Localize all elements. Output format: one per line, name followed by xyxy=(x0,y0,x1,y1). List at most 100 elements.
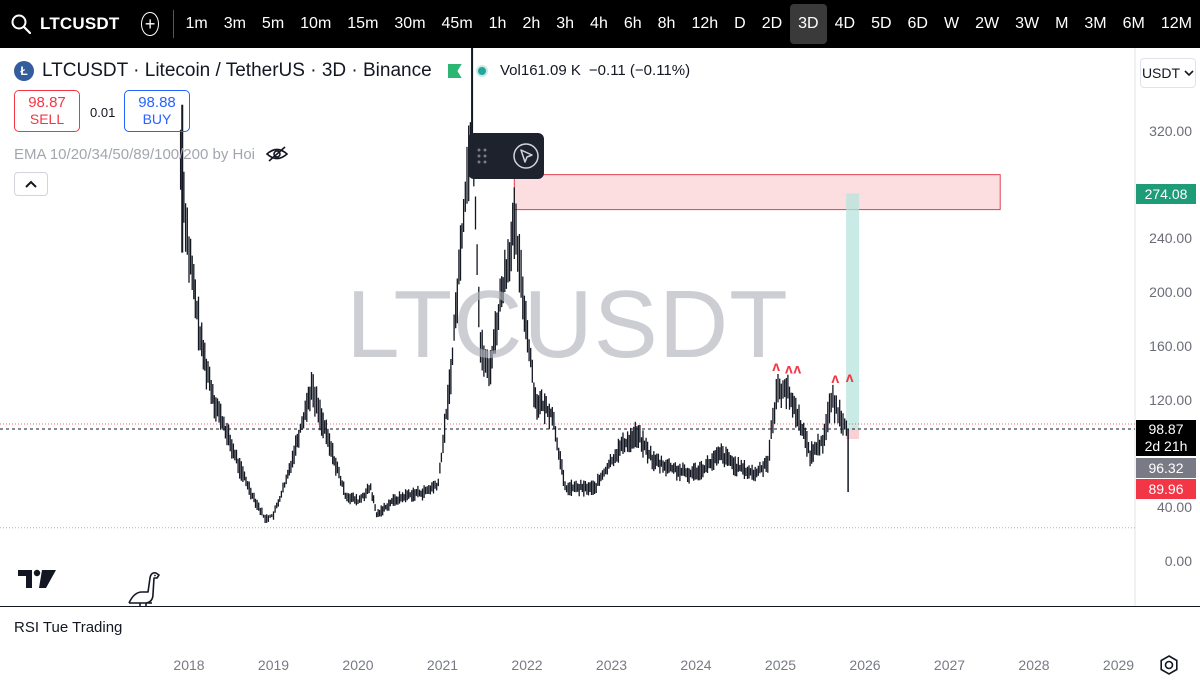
peak-marker: ʌ xyxy=(846,369,854,385)
eye-off-icon[interactable] xyxy=(265,145,289,163)
volume-label: Vol xyxy=(500,62,521,79)
target-zone-rectangle xyxy=(513,174,1001,211)
rsi-pane[interactable]: RSI Tue Trading xyxy=(0,606,1200,650)
interval-5m-button[interactable]: 5m xyxy=(261,15,285,32)
price-change: −0.11 (−0.11%) xyxy=(588,62,691,79)
interval-3h-button[interactable]: 3h xyxy=(556,15,575,32)
projection-risk-bar xyxy=(846,429,860,440)
time-tick-label: 2019 xyxy=(257,657,290,673)
status-dot-icon xyxy=(476,64,488,77)
search-icon xyxy=(11,14,32,35)
time-tick-label: 2018 xyxy=(173,657,205,673)
plus-icon: + xyxy=(144,14,156,34)
interval-6h-button[interactable]: 6h xyxy=(623,15,642,32)
sell-price: 98.87 xyxy=(28,94,66,111)
symbol-search[interactable]: LTCUSDT xyxy=(0,0,119,48)
bar-countdown: 2d 21h xyxy=(1144,438,1188,454)
projection-bar xyxy=(846,193,860,430)
peak-marker: ʌ xyxy=(785,361,793,377)
peak-marker: ʌ xyxy=(793,361,801,377)
currency-label: USDT xyxy=(1141,65,1181,81)
rsi-title: RSI Tue Trading xyxy=(14,619,123,636)
symbol-watermark: LTCUSDT xyxy=(346,271,789,378)
target-price-tag: 274.08 xyxy=(1136,184,1196,204)
sell-button[interactable]: 98.87 SELL xyxy=(14,90,80,132)
volume-value: 161.09 K xyxy=(520,62,581,79)
price-candles xyxy=(179,102,848,523)
time-tick-label: 2024 xyxy=(680,657,712,673)
interval-w-button[interactable]: W xyxy=(943,15,960,32)
interval-2w-button[interactable]: 2W xyxy=(975,15,1000,32)
time-axis[interactable]: 2018 2019 2020 2021 2022 2023 2024 2025 2026 2027… xyxy=(0,650,1200,680)
interval-3d-button[interactable]: 3D xyxy=(790,4,827,44)
time-tick-label: 2025 xyxy=(764,657,797,673)
price-tick-label: 40.00 xyxy=(1156,499,1192,516)
low-price-tag: 89.96 xyxy=(1136,479,1196,499)
time-tick-label: 2029 xyxy=(1102,657,1135,673)
cursor-tool-icon[interactable] xyxy=(512,142,540,170)
volume-legend[interactable]: Vol 161.09 K −0.11 (−0.11%) xyxy=(476,62,690,79)
interval-1h-button[interactable]: 1h xyxy=(488,15,507,32)
interval-d-button[interactable]: D xyxy=(734,15,746,32)
peak-marker: ʌ xyxy=(772,358,780,374)
currency-selector[interactable]: USDT xyxy=(1140,58,1196,88)
drag-handle-icon[interactable] xyxy=(476,147,488,165)
ema-price-tag: 96.32 xyxy=(1136,458,1196,478)
interval-3m-button[interactable]: 3m xyxy=(223,15,246,32)
interval-6d-button[interactable]: 6D xyxy=(907,15,928,32)
indicator-legend[interactable]: EMA 10/20/34/50/89/100/200 by Hoi xyxy=(14,145,289,163)
interval-30m-button[interactable]: 30m xyxy=(394,15,426,32)
legend-title[interactable]: Ł LTCUSDT · Litecoin / TetherUS · 3D · B… xyxy=(14,60,462,82)
interval-5d-button[interactable]: 5D xyxy=(871,15,892,32)
price-tick-label: 320.00 xyxy=(1149,122,1192,139)
spread-value: 0.01 xyxy=(90,105,116,120)
chevron-down-icon xyxy=(1184,70,1194,77)
interval-10m-button[interactable]: 10m xyxy=(300,15,332,32)
interval-12h-button[interactable]: 12h xyxy=(691,15,719,32)
buy-button[interactable]: 98.88 BUY xyxy=(124,90,190,132)
price-tick-label: 200.00 xyxy=(1149,284,1192,300)
interval-6m-button[interactable]: 6M xyxy=(1122,15,1145,32)
top-toolbar: LTCUSDT + 1m 3m 5m 10m 15m 30m 45m 1h 2h 3h 4h 6h 8h… xyxy=(0,0,1200,48)
interval-8h-button[interactable]: 8h xyxy=(657,15,676,32)
interval-list: 1m 3m 5m 10m 15m 30m 45m 1h 2h 3h 4h 6h 8h 12h D 2D 3D 4D… xyxy=(177,0,1200,48)
time-tick-label: 2020 xyxy=(342,657,374,673)
time-tick-label: 2028 xyxy=(1018,657,1050,673)
peak-marker: ʌ xyxy=(831,370,839,386)
interval-1m-button[interactable]: 1m xyxy=(185,15,208,32)
interval-2d-button[interactable]: 2D xyxy=(761,15,783,32)
market-open-flag-icon xyxy=(447,64,462,78)
compare-add-button[interactable]: + xyxy=(141,12,159,36)
last-price-value: 98.87 xyxy=(1148,421,1184,437)
time-tick-label: 2022 xyxy=(511,657,543,673)
price-tick-label: 120.00 xyxy=(1149,391,1192,408)
interval-15m-button[interactable]: 15m xyxy=(347,15,379,32)
indicator-label: EMA 10/20/34/50/89/100/200 by Hoi xyxy=(14,145,256,163)
settings-gear-icon[interactable] xyxy=(1158,654,1180,676)
buy-price: 98.88 xyxy=(138,94,176,111)
interval-3w-button[interactable]: 3W xyxy=(1015,15,1040,32)
tradingview-logo-icon[interactable] xyxy=(18,568,58,590)
toolbar-divider xyxy=(172,10,174,38)
interval-2h-button[interactable]: 2h xyxy=(522,15,541,32)
interval-4h-button[interactable]: 4h xyxy=(590,15,608,32)
litecoin-logo-icon: Ł xyxy=(14,61,34,81)
interval-4d-button[interactable]: 4D xyxy=(834,15,856,32)
dinosaur-icon xyxy=(128,572,160,606)
interval-3m-button[interactable]: 3M xyxy=(1084,15,1107,32)
floating-drawing-toolbar[interactable] xyxy=(468,133,544,179)
interval-45m-button[interactable]: 45m xyxy=(441,15,473,32)
sell-label: SELL xyxy=(29,111,65,127)
time-tick-label: 2027 xyxy=(933,657,966,673)
chart-canvas[interactable]: ʌ ʌ ʌʌ ʌ xyxy=(0,48,1200,606)
time-tick-label: 2026 xyxy=(849,657,881,673)
chevron-up-icon xyxy=(25,180,37,188)
legend-title-text: LTCUSDT · Litecoin / TetherUS · 3D · Bin… xyxy=(42,60,432,81)
interval-m-button[interactable]: M xyxy=(1055,15,1069,32)
collapse-legend-button[interactable] xyxy=(14,172,48,196)
symbol-name: LTCUSDT xyxy=(40,14,120,33)
last-price-tag: 98.87 2d 21h xyxy=(1136,420,1196,456)
interval-12m-button[interactable]: 12M xyxy=(1160,15,1192,32)
